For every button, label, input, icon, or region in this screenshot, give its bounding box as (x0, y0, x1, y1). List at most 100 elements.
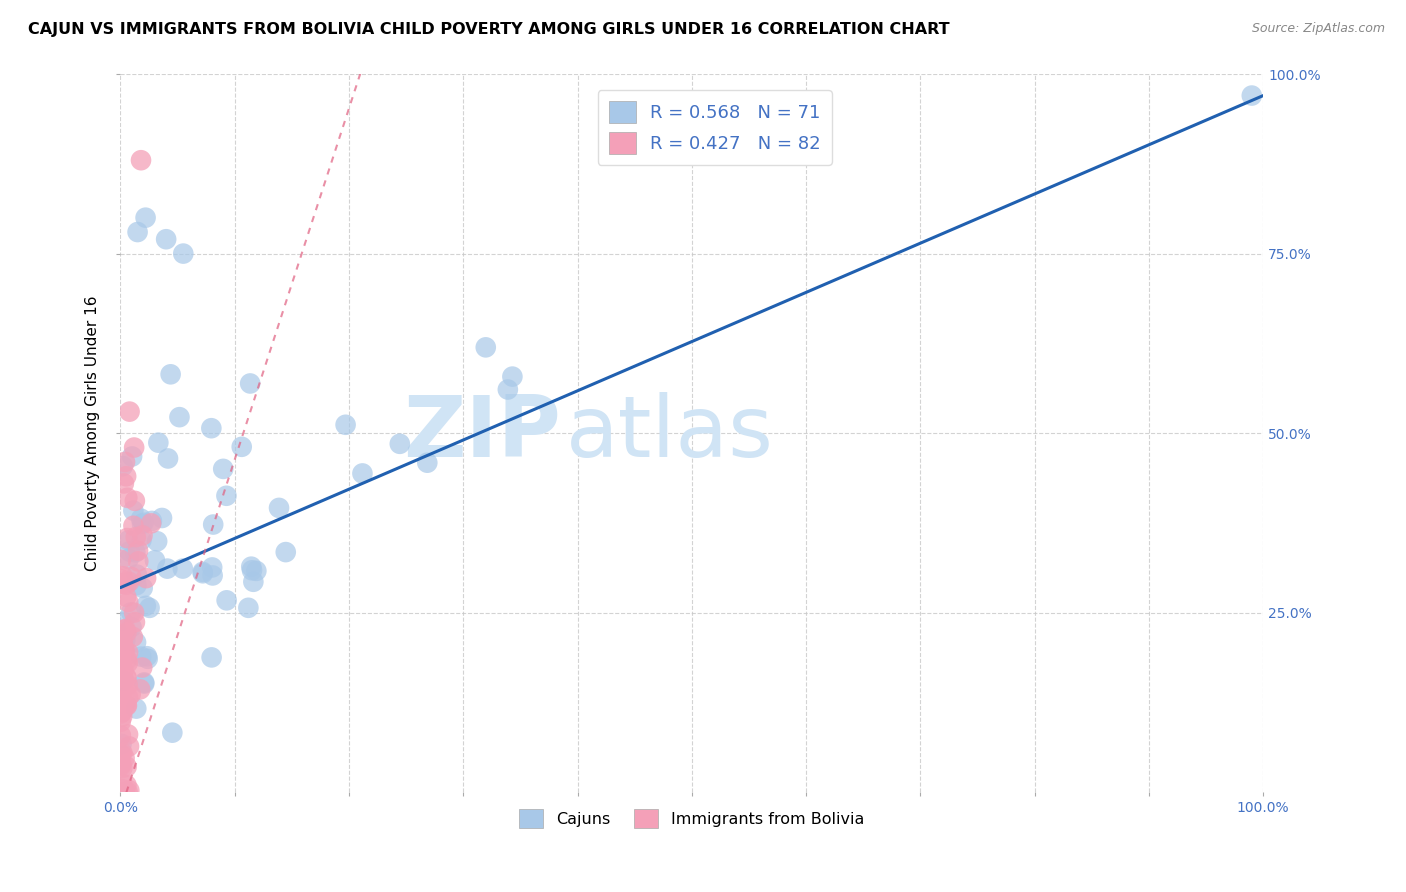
Point (110, 729, 132, 743)
Point (117, 785, 139, 799)
Point (131, 581, 153, 595)
Point (245, 564, 267, 578)
Point (131, 660, 153, 674)
Point (212, 462, 235, 476)
Point (110, 706, 132, 721)
Point (169, 410, 191, 425)
Legend: Cajuns, Immigrants from Bolivia: Cajuns, Immigrants from Bolivia (513, 802, 870, 835)
Point (240, 559, 263, 574)
Point (110, 714, 132, 729)
Point (110, 758, 132, 772)
Point (114, 643, 136, 657)
Point (115, 625, 138, 640)
Point (157, 451, 180, 466)
Point (115, 578, 138, 592)
Point (215, 489, 238, 503)
Point (115, 469, 138, 483)
Point (110, 576, 132, 591)
Point (110, 649, 132, 664)
Point (240, 563, 263, 577)
Point (115, 531, 138, 545)
Point (117, 690, 139, 705)
Point (121, 620, 143, 634)
Point (474, 340, 496, 354)
Text: Source: ZipAtlas.com: Source: ZipAtlas.com (1251, 22, 1385, 36)
Point (114, 751, 136, 765)
Point (172, 246, 194, 260)
Point (114, 697, 136, 711)
Point (132, 516, 155, 530)
Point (125, 635, 148, 649)
Point (201, 560, 224, 574)
Point (501, 369, 523, 384)
Point (134, 676, 156, 690)
Point (118, 552, 141, 566)
Point (1240, 88, 1263, 103)
Point (120, 687, 142, 701)
Point (115, 778, 138, 792)
Point (122, 441, 145, 455)
Point (110, 657, 132, 672)
Point (111, 459, 134, 474)
Point (115, 760, 138, 774)
Point (111, 761, 134, 775)
Point (124, 615, 146, 629)
Point (111, 777, 134, 791)
Text: ZIP: ZIP (402, 392, 561, 475)
Point (110, 553, 132, 567)
Point (111, 703, 134, 717)
Point (115, 590, 138, 604)
Point (238, 600, 260, 615)
Point (114, 455, 136, 469)
Point (112, 672, 135, 686)
Point (110, 658, 132, 673)
Point (146, 534, 169, 549)
Point (110, 737, 132, 751)
Point (124, 494, 146, 508)
Point (139, 516, 162, 531)
Point (148, 435, 170, 450)
Point (112, 615, 135, 629)
Point (125, 530, 148, 544)
Point (127, 225, 149, 239)
Point (136, 649, 159, 664)
Point (111, 671, 134, 685)
Point (172, 561, 194, 575)
Point (274, 545, 297, 559)
Point (111, 705, 134, 719)
Point (111, 645, 134, 659)
Text: atlas: atlas (567, 392, 775, 475)
Point (143, 553, 166, 567)
Point (125, 567, 148, 582)
Point (131, 528, 153, 542)
Point (267, 500, 290, 515)
Point (156, 561, 179, 575)
Point (118, 574, 141, 589)
Point (117, 656, 139, 670)
Point (191, 566, 214, 581)
Point (117, 646, 139, 660)
Point (388, 437, 411, 451)
Point (122, 518, 145, 533)
Point (112, 643, 135, 657)
Point (201, 568, 224, 582)
Point (127, 554, 149, 568)
Point (110, 572, 132, 586)
Point (215, 593, 238, 607)
Point (159, 368, 181, 382)
Point (112, 664, 135, 678)
Point (118, 404, 141, 418)
Point (117, 533, 139, 548)
Point (114, 622, 136, 636)
Point (135, 211, 157, 225)
Point (352, 467, 374, 481)
Point (111, 638, 134, 652)
Point (242, 574, 264, 589)
Point (136, 652, 159, 666)
Point (111, 576, 134, 591)
Point (122, 606, 145, 620)
Point (122, 503, 145, 517)
Y-axis label: Child Poverty Among Girls Under 16: Child Poverty Among Girls Under 16 (86, 295, 100, 571)
Point (110, 696, 132, 710)
Point (120, 605, 142, 619)
